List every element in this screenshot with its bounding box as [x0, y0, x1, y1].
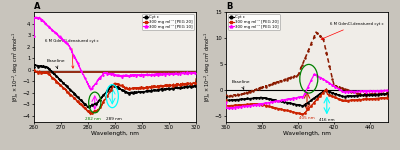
Text: 282 nm: 282 nm — [86, 117, 101, 121]
Legend: Cyt c, 300 mg ml⁻¹ [PEG 20], 300 mg ml⁻¹ [PEG 10]: Cyt c, 300 mg ml⁻¹ [PEG 20], 300 mg ml⁻¹… — [228, 14, 280, 30]
Text: Baseline: Baseline — [232, 80, 250, 89]
Text: Baseline: Baseline — [46, 59, 65, 69]
X-axis label: Wavelength, nm: Wavelength, nm — [283, 131, 331, 136]
Legend: Cyt c, 300 mg ml⁻¹ [PEG 20], 300 mg ml⁻¹ [PEG 10]: Cyt c, 300 mg ml⁻¹ [PEG 20], 300 mg ml⁻¹… — [142, 14, 194, 30]
Text: A: A — [34, 2, 40, 11]
Text: 289 nm: 289 nm — [106, 117, 122, 121]
X-axis label: Wavelength, nm: Wavelength, nm — [91, 131, 139, 136]
Y-axis label: $[\theta]_n \times 10^{-2}$, deg cm$^2$ dmol$^{-1}$: $[\theta]_n \times 10^{-2}$, deg cm$^2$ … — [11, 31, 21, 102]
Text: 416 nm: 416 nm — [319, 118, 335, 122]
Text: B: B — [226, 2, 232, 11]
Y-axis label: $[\theta]_n \times 10^{-2}$, deg cm$^2$ dmol$^{-1}$: $[\theta]_n \times 10^{-2}$, deg cm$^2$ … — [203, 31, 213, 102]
Text: 6 M GdmCl-denatured cyt c: 6 M GdmCl-denatured cyt c — [321, 22, 384, 39]
Text: 6 M GdmCl-denatured cyt c: 6 M GdmCl-denatured cyt c — [45, 39, 98, 68]
Text: 405 nm: 405 nm — [299, 116, 315, 120]
